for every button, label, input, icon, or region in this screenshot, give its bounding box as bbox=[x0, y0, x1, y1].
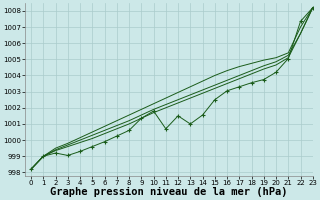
X-axis label: Graphe pression niveau de la mer (hPa): Graphe pression niveau de la mer (hPa) bbox=[50, 187, 288, 197]
